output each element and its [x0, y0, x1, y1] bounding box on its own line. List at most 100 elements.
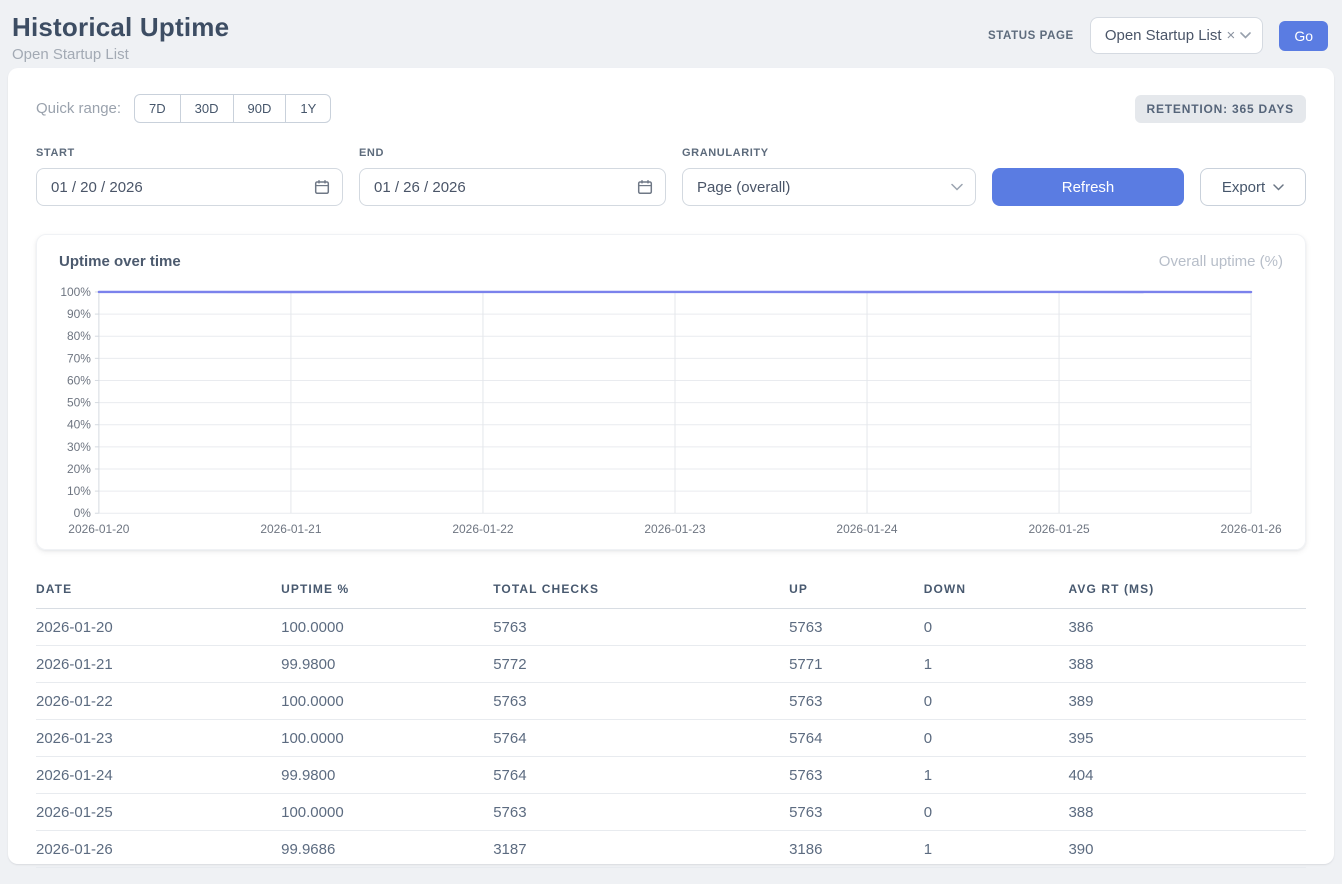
- quick-range-row: Quick range: 7D 30D 90D 1Y RETENTION: 36…: [36, 94, 1306, 123]
- chevron-down-icon: [1273, 183, 1284, 191]
- svg-text:70%: 70%: [67, 351, 91, 365]
- quick-range-7d-button[interactable]: 7D: [134, 94, 181, 123]
- calendar-icon[interactable]: [314, 179, 330, 195]
- table-cell: 5763: [493, 608, 790, 647]
- table-cell: 1: [923, 756, 1069, 795]
- table-cell: 5763: [493, 682, 790, 721]
- table-cell: 5763: [789, 793, 924, 832]
- table-row: 2026-01-22 100.0000 5763 5763 0 389: [36, 682, 1306, 721]
- table-cell: 1: [923, 830, 1069, 869]
- quick-range-label: Quick range:: [36, 100, 122, 117]
- granularity-select[interactable]: Page (overall): [682, 168, 976, 206]
- filters-row: START 01 / 20 / 2026 END 01 / 26 / 2026 …: [36, 147, 1306, 206]
- retention-badge: RETENTION: 365 DAYS: [1134, 94, 1306, 123]
- quick-range-30d-button[interactable]: 30D: [179, 94, 234, 123]
- svg-text:100%: 100%: [60, 285, 91, 299]
- table-cell: 100.0000: [281, 793, 494, 832]
- svg-text:20%: 20%: [67, 462, 91, 476]
- table-column-header: TOTAL CHECKS: [493, 580, 790, 610]
- table-cell: 3186: [789, 830, 924, 869]
- table-cell: 0: [923, 682, 1069, 721]
- status-page-selected-value: Open Startup List: [1104, 27, 1222, 44]
- table-cell: 5764: [493, 756, 790, 795]
- table-cell: 5764: [789, 719, 924, 758]
- chevron-down-icon: [951, 183, 963, 191]
- quick-range-90d-button[interactable]: 90D: [232, 94, 287, 123]
- table-cell: 5771: [789, 645, 924, 684]
- table-row: 2026-01-25 100.0000 5763 5763 0 388: [36, 793, 1306, 832]
- table-cell: 2026-01-25: [36, 793, 282, 832]
- start-date-input[interactable]: 01 / 20 / 2026: [36, 168, 343, 206]
- table-cell: 5764: [493, 719, 790, 758]
- table-cell: 395: [1068, 719, 1306, 758]
- table-cell: 99.9800: [281, 645, 494, 684]
- end-date-label: END: [359, 147, 385, 159]
- svg-text:2026-01-23: 2026-01-23: [644, 522, 705, 536]
- end-date-value: 01 / 26 / 2026: [374, 178, 466, 196]
- table-cell: 99.9686: [281, 830, 494, 869]
- table-cell: 0: [923, 608, 1069, 647]
- svg-text:2026-01-20: 2026-01-20: [68, 522, 129, 536]
- table-cell: 5763: [789, 682, 924, 721]
- table-cell: 388: [1068, 645, 1306, 684]
- svg-text:30%: 30%: [67, 440, 91, 454]
- table-cell: 5763: [789, 608, 924, 647]
- granularity-label: GRANULARITY: [682, 147, 769, 159]
- svg-text:60%: 60%: [67, 373, 91, 387]
- table-cell: 5763: [789, 756, 924, 795]
- table-row: 2026-01-23 100.0000 5764 5764 0 395: [36, 719, 1306, 758]
- table-row: 2026-01-21 99.9800 5772 5771 1 388: [36, 645, 1306, 684]
- svg-text:90%: 90%: [67, 307, 91, 321]
- table-cell: 2026-01-20: [36, 608, 282, 647]
- table-cell: 3187: [493, 830, 790, 869]
- table-cell: 1: [923, 645, 1069, 684]
- start-date-value: 01 / 20 / 2026: [51, 178, 143, 196]
- granularity-selected-value: Page (overall): [697, 178, 791, 196]
- export-button[interactable]: Export: [1200, 168, 1306, 206]
- table-cell: 388: [1068, 793, 1306, 832]
- calendar-icon[interactable]: [637, 179, 653, 195]
- table-cell: 5772: [493, 645, 790, 684]
- go-button[interactable]: Go: [1279, 20, 1328, 51]
- table-cell: 2026-01-24: [36, 756, 282, 795]
- table-cell: 389: [1068, 682, 1306, 721]
- table-cell: 386: [1068, 608, 1306, 647]
- svg-text:2026-01-26: 2026-01-26: [1221, 522, 1282, 536]
- page-subtitle: Open Startup List: [12, 46, 129, 63]
- table-cell: 2026-01-22: [36, 682, 282, 721]
- chart-card: Uptime over time Overall uptime (%) 0% 10…: [36, 234, 1306, 551]
- svg-text:2026-01-24: 2026-01-24: [836, 522, 897, 536]
- svg-text:2026-01-22: 2026-01-22: [452, 522, 513, 536]
- table-row: 2026-01-24 99.9800 5764 5763 1 404: [36, 756, 1306, 795]
- svg-text:50%: 50%: [67, 396, 91, 410]
- table-cell: 100.0000: [281, 608, 494, 647]
- chart-legend: Overall uptime (%): [1158, 253, 1283, 270]
- table-column-header: AVG RT (MS): [1068, 580, 1306, 610]
- status-page-picker: STATUS PAGE Open Startup List × Go: [988, 8, 1328, 54]
- clear-selection-icon[interactable]: ×: [1226, 27, 1236, 44]
- table-cell: 100.0000: [281, 719, 494, 758]
- status-page-label: STATUS PAGE: [987, 29, 1074, 42]
- table-column-header: DOWN: [923, 580, 1069, 610]
- uptime-line-chart: 0% 10% 20% 30% 40% 50% 60% 70% 80% 90% 100% 2026-01…: [60, 285, 1282, 536]
- table-cell: 2026-01-21: [36, 645, 282, 684]
- main-panel: Quick range: 7D 30D 90D 1Y RETENTION: 36…: [8, 68, 1334, 869]
- table-column-header: UP: [789, 580, 924, 610]
- quick-range-1y-button[interactable]: 1Y: [285, 94, 332, 123]
- table-cell: 0: [923, 793, 1069, 832]
- end-date-input[interactable]: 01 / 26 / 2026: [359, 168, 666, 206]
- table-header-row: DATE UPTIME % TOTAL CHECKS UP DOWN AVG RT (MS…: [36, 580, 1306, 610]
- table-cell: 390: [1068, 830, 1306, 869]
- export-button-label: Export: [1221, 178, 1266, 196]
- svg-text:2026-01-21: 2026-01-21: [260, 522, 321, 536]
- refresh-button[interactable]: Refresh: [992, 168, 1184, 206]
- table-cell: 2026-01-23: [36, 719, 282, 758]
- svg-text:80%: 80%: [67, 329, 91, 343]
- chart-title: Uptime over time: [59, 253, 181, 270]
- uptime-table: DATE UPTIME % TOTAL CHECKS UP DOWN AVG RT (MS…: [36, 580, 1306, 869]
- status-page-select[interactable]: Open Startup List ×: [1089, 17, 1264, 54]
- table-cell: 100.0000: [281, 682, 494, 721]
- table-cell: 99.9800: [281, 756, 494, 795]
- table-row: 2026-01-26 99.9686 3187 3186 1 390: [36, 830, 1306, 869]
- page-heading-block: Historical Uptime Open Startup List: [12, 8, 229, 63]
